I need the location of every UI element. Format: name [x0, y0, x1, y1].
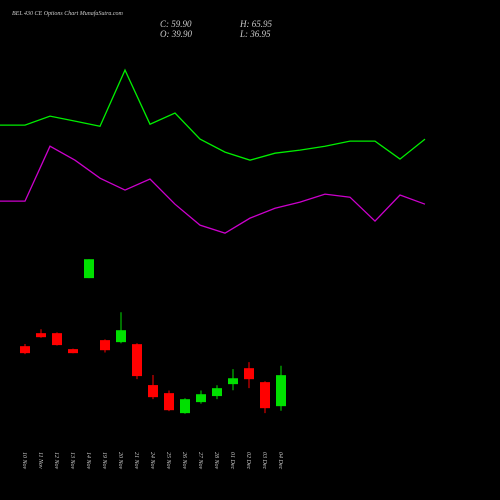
candle-body: [20, 346, 30, 354]
x-tick-label: 02 Dec: [245, 452, 251, 469]
x-tick-label: 25 Nov: [165, 452, 171, 470]
x-tick-label: 04 Dec: [277, 452, 284, 469]
stat-label: O: 39.90: [160, 29, 192, 39]
candle-body: [244, 368, 254, 380]
x-tick-label: 12 Nov: [53, 452, 59, 470]
candle-body: [180, 399, 190, 414]
stat-label: H: 65.95: [239, 19, 272, 29]
candle-body: [260, 382, 270, 409]
candle-body: [132, 344, 142, 377]
chart-title: BEL 430 CE Options Chart MunafaSutra.com: [12, 10, 124, 17]
x-tick-label: 28 Nov: [213, 452, 219, 470]
candle-body: [164, 393, 174, 411]
candle-body: [36, 333, 46, 338]
candle-body: [116, 330, 126, 343]
stat-label: L: 36.95: [239, 29, 271, 39]
x-tick-label: 01 Dec: [229, 452, 235, 469]
candle-body: [52, 333, 62, 346]
candle-body: [100, 340, 110, 351]
x-tick-label: 20 Nov: [117, 452, 123, 470]
candle-body: [84, 259, 94, 279]
x-tick-label: 19 Nov: [101, 452, 107, 470]
x-tick-label: 13 Nov: [69, 452, 75, 470]
x-tick-label: 14 Nov: [85, 452, 92, 470]
x-tick-label: 11 Nov: [37, 452, 43, 469]
candle-body: [196, 394, 206, 403]
candle-body: [148, 385, 158, 398]
x-tick-label: 03 Dec: [261, 452, 267, 469]
x-tick-label: 21 Nov: [133, 452, 139, 470]
candle-body: [276, 375, 286, 407]
candle-body: [212, 388, 222, 397]
line-series: [0, 68, 426, 161]
line-series: [0, 145, 426, 234]
x-tick-label: 26 Nov: [181, 452, 187, 470]
stat-label: C: 59.90: [160, 19, 192, 29]
x-tick-label: 10 Nov: [21, 452, 27, 470]
candle-body: [228, 378, 238, 385]
x-tick-label: 24 Nov: [149, 452, 156, 470]
x-tick-label: 27 Nov: [197, 452, 203, 470]
candle-body: [68, 349, 78, 354]
